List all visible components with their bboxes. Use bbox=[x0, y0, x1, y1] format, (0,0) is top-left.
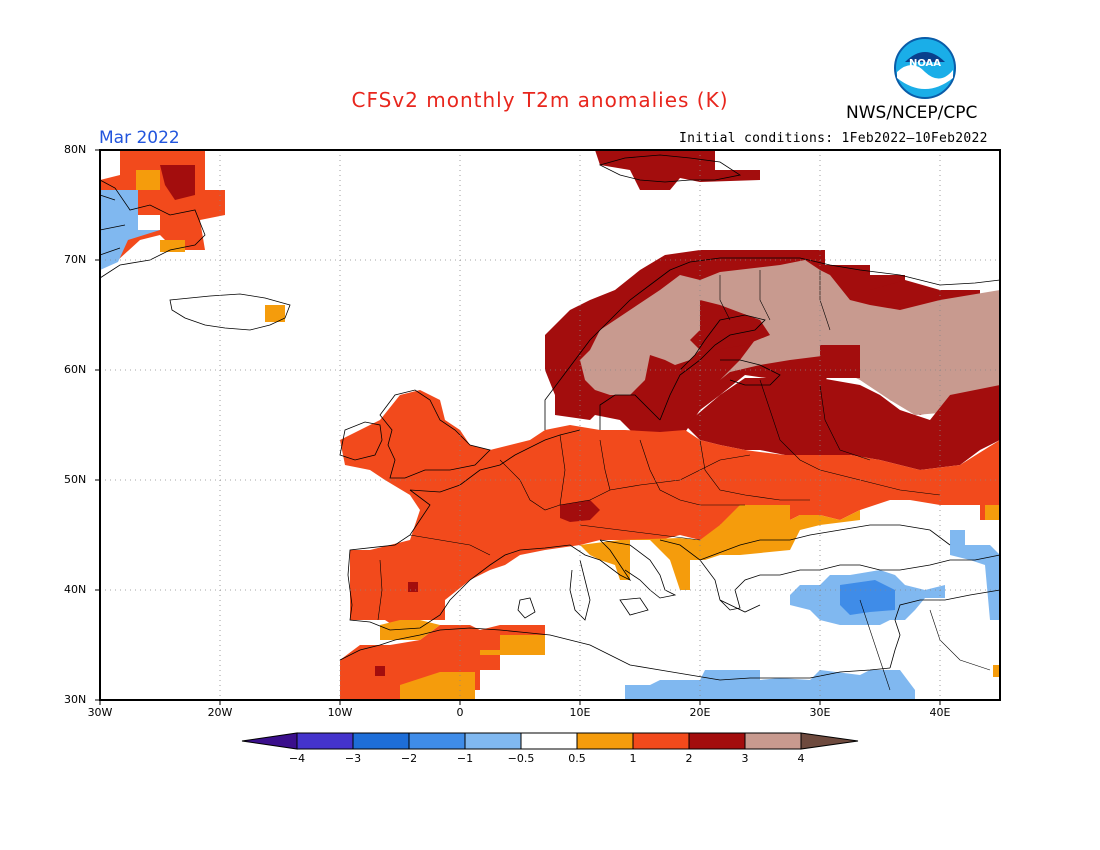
colorbar-swatch bbox=[688, 732, 746, 750]
lon-label: 20W bbox=[207, 706, 233, 719]
colorbar-swatch bbox=[520, 732, 578, 750]
noaa-logo: NOAA bbox=[894, 37, 956, 99]
colorbar-label: 1 bbox=[629, 752, 637, 765]
lon-label: 10E bbox=[569, 706, 591, 719]
map-frame bbox=[99, 149, 1001, 701]
lat-label: 80N bbox=[64, 143, 87, 156]
valid-month-label: Mar 2022 bbox=[99, 128, 180, 148]
country-borders bbox=[377, 270, 991, 691]
initial-conditions-label: Initial conditions: 1Feb2022–10Feb2022 bbox=[679, 131, 988, 146]
agency-label: NWS/NCEP/CPC bbox=[846, 103, 978, 123]
logo-text: NOAA bbox=[909, 58, 941, 69]
colorbar-swatch bbox=[408, 732, 466, 750]
lat-label: 50N bbox=[64, 473, 87, 486]
lat-label: 70N bbox=[64, 253, 87, 266]
colorbar-swatch bbox=[241, 732, 298, 750]
colorbar bbox=[241, 732, 859, 750]
colorbar-label: 2 bbox=[685, 752, 693, 765]
colorbar-label: −2 bbox=[400, 752, 418, 765]
graticule bbox=[100, 150, 1000, 700]
lon-label: 10W bbox=[327, 706, 353, 719]
lat-label: 40N bbox=[64, 583, 87, 596]
colorbar-swatch bbox=[296, 732, 354, 750]
colorbar-swatch bbox=[464, 732, 522, 750]
colorbar-swatch bbox=[744, 732, 802, 750]
map-title: CFSv2 monthly T2m anomalies (K) bbox=[351, 88, 729, 112]
lat-label: 60N bbox=[64, 363, 87, 376]
colorbar-label: −0.5 bbox=[507, 752, 535, 765]
lat-label: 30N bbox=[64, 693, 87, 706]
colorbar-swatch bbox=[632, 732, 690, 750]
lon-label: 30E bbox=[809, 706, 831, 719]
colorbar-label: 3 bbox=[741, 752, 749, 765]
colorbar-label: 4 bbox=[797, 752, 805, 765]
colorbar-label: 0.5 bbox=[568, 752, 586, 765]
lon-label: 0 bbox=[456, 706, 464, 719]
colorbar-swatch bbox=[352, 732, 410, 750]
lon-label: 30W bbox=[87, 706, 113, 719]
colorbar-label: −1 bbox=[456, 752, 474, 765]
colorbar-swatch bbox=[800, 732, 859, 750]
colorbar-label: −3 bbox=[344, 752, 362, 765]
anomaly-map bbox=[95, 149, 1001, 705]
lon-label: 40E bbox=[929, 706, 951, 719]
colorbar-swatch bbox=[576, 732, 634, 750]
colorbar-label: −4 bbox=[288, 752, 306, 765]
anomaly-field bbox=[100, 150, 1000, 700]
lon-label: 20E bbox=[689, 706, 711, 719]
coastlines bbox=[99, 154, 1001, 681]
